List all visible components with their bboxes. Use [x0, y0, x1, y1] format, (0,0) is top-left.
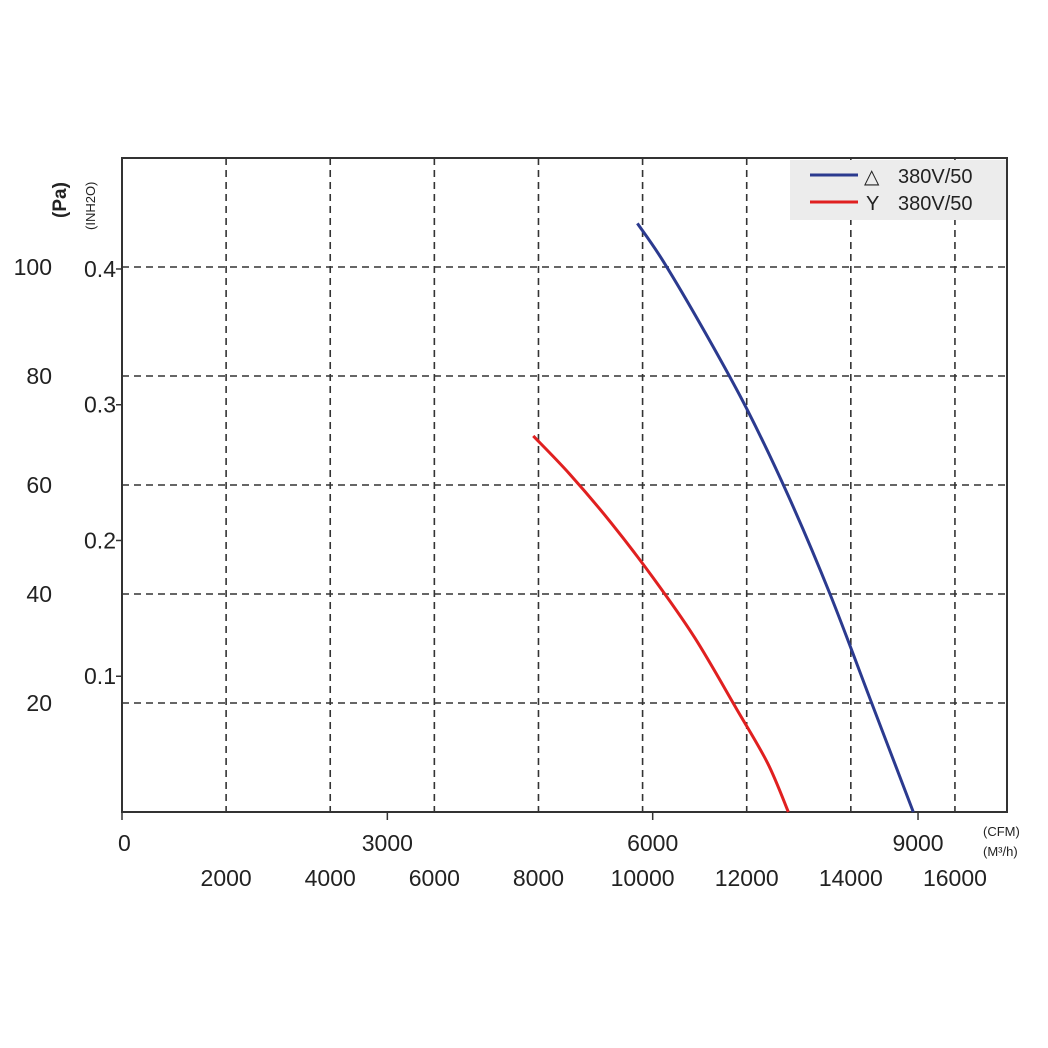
x-tick-label-cfm: 9000: [892, 830, 943, 856]
x-tick-label-m3h: 12000: [715, 865, 779, 891]
legend-label-delta: 380V/50: [898, 166, 973, 188]
series-line-delta: [636, 222, 915, 813]
x-tick-label-m3h: 16000: [923, 865, 987, 891]
x-tick-label-m3h: 2000: [201, 865, 252, 891]
y-tick-label-inh2o: 0.4: [84, 256, 116, 282]
x-tick-label-cfm: 6000: [627, 830, 678, 856]
x-unit-m3h: (M³/h): [983, 844, 1018, 859]
x-tick-label-m3h: 14000: [819, 865, 883, 891]
y-tick-label-inh2o: 0.3: [84, 392, 116, 418]
series-lines: [532, 222, 915, 813]
axis-ticks: 2000 4000 6000 8000 10000 12000 14000 16000 20 40…: [14, 254, 987, 891]
x-tick-label-cfm: 3000: [362, 830, 413, 856]
legend-box: [790, 160, 1006, 220]
y-tick-label-pa: 40: [26, 581, 52, 607]
x-tick-label-m3h: 10000: [611, 865, 675, 891]
y-unit-inh2o: (INH2O): [83, 182, 98, 230]
plot-frame: [121, 157, 1008, 813]
legend: △ 380V/50 Y 380V/50: [790, 160, 1006, 220]
y-tick-label-pa: 60: [26, 472, 52, 498]
legend-label-y: 380V/50: [898, 193, 973, 215]
x-tick-label-m3h: 4000: [305, 865, 356, 891]
y-tick-label-pa: 20: [26, 690, 52, 716]
x-tick-label-m3h: 8000: [513, 865, 564, 891]
y-unit-pa: (Pa): [50, 182, 71, 218]
y-tick-label-inh2o: 0.1: [84, 663, 116, 689]
y-tick-label-pa: 80: [26, 363, 52, 389]
legend-symbol-delta: △: [864, 166, 880, 188]
x-tick-label-m3h: 6000: [409, 865, 460, 891]
x-unit-cfm: (CFM): [983, 824, 1020, 839]
x-tick-label-cfm: 0: [118, 830, 131, 856]
y-tick-label-pa: 100: [14, 254, 52, 280]
legend-symbol-y: Y: [866, 193, 879, 215]
series-line-y: [532, 434, 790, 813]
y-tick-label-inh2o: 0.2: [84, 527, 116, 553]
grid-lines: [122, 158, 1007, 812]
